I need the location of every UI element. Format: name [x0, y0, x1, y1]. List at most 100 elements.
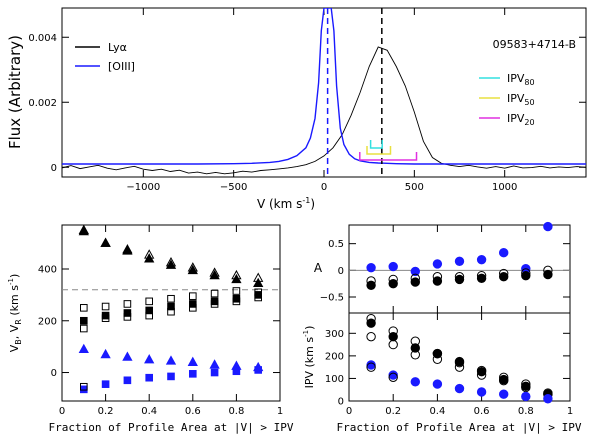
data-point-triangle	[253, 277, 264, 288]
data-point-square	[145, 306, 153, 315]
y-tick-label: 200	[325, 351, 344, 362]
x-tick-label: 0.2	[385, 406, 401, 417]
data-point-square	[189, 292, 197, 300]
data-point-circle	[410, 350, 420, 360]
y-tick-label: 0.002	[28, 98, 57, 109]
data-point-square	[123, 313, 132, 321]
data-point-circle	[432, 379, 443, 389]
ipv-legend-label: IPV50	[507, 92, 535, 107]
data-point-square	[101, 314, 110, 322]
x-tick-label: −500	[220, 182, 247, 193]
x-tick-label: 0.4	[429, 406, 445, 417]
data-point-square	[254, 291, 262, 299]
legend-label: Lyα	[108, 41, 127, 54]
y-tick-label: 300	[325, 329, 344, 340]
x-tick-label: 0.4	[141, 406, 157, 417]
data-point-triangle	[78, 343, 89, 354]
data-point-circle	[410, 266, 420, 277]
data-point-square	[254, 288, 262, 297]
ipv-ticks: 0 0.2 0.4 0.6 0.8 1 0 100 200 300	[325, 313, 573, 417]
spectrum-series-line	[62, 8, 586, 165]
data-point-circle	[388, 372, 398, 383]
data-point-square	[189, 300, 197, 308]
data-point-circle	[432, 272, 443, 282]
data-point-circle	[476, 254, 487, 265]
data-point-circle	[366, 331, 376, 342]
ipv-bracket	[369, 140, 383, 149]
data-point-circle	[499, 389, 509, 399]
data-point-triangle	[78, 225, 89, 236]
data-point-square	[189, 370, 197, 378]
ipv-bracket	[359, 152, 418, 161]
spectrum-x-axis-label: V (km s-1)	[257, 196, 315, 211]
data-point-circle	[366, 362, 376, 372]
asymmetry-panel: −0.5 0 0.5 A	[314, 221, 571, 314]
data-point-square	[80, 382, 88, 391]
data-point-circle	[543, 221, 553, 232]
data-point-triangle	[122, 244, 133, 254]
velocity-frame	[61, 224, 281, 402]
x-tick-label: 500	[405, 182, 424, 193]
data-point-circle	[454, 383, 465, 394]
data-point-circle	[476, 273, 487, 284]
data-point-triangle	[209, 267, 220, 277]
ipv-legend-label: IPV80	[507, 72, 535, 87]
data-point-square	[232, 367, 241, 376]
data-point-circle	[410, 343, 420, 353]
y-tick-label: 0	[338, 397, 344, 408]
data-point-square	[123, 300, 132, 308]
data-point-triangle	[231, 269, 242, 280]
data-point-square	[254, 366, 262, 374]
data-point-square	[167, 372, 175, 381]
y-tick-label: 400	[38, 265, 57, 276]
spectrum-panel: −1000 −500 0 500 1000 0 0.002 0.004 Flux (Arbit…	[6, 7, 587, 211]
x-tick-label: 0	[346, 406, 352, 417]
data-point-square	[145, 373, 153, 382]
x-tick-label: 1	[567, 406, 573, 417]
data-point-circle	[388, 331, 398, 342]
data-point-circle	[454, 362, 465, 372]
ipv-legend: IPV80 IPV50 IPV20	[479, 72, 535, 127]
data-point-square	[101, 302, 110, 311]
data-point-circle	[366, 262, 376, 273]
data-point-triangle	[253, 272, 264, 282]
data-point-square	[210, 368, 219, 377]
ipv-markers	[366, 313, 553, 404]
data-point-circle	[543, 394, 553, 404]
data-point-circle	[454, 256, 465, 266]
data-point-circle	[521, 268, 531, 278]
data-point-circle	[476, 387, 487, 397]
data-point-circle	[476, 370, 487, 380]
velocity-markers	[62, 224, 280, 394]
data-point-circle	[521, 391, 531, 402]
data-point-square	[80, 324, 88, 333]
data-point-square	[101, 380, 110, 388]
data-point-circle	[454, 274, 465, 285]
data-point-triangle	[165, 259, 177, 269]
x-tick-label: 0.6	[474, 406, 490, 417]
data-point-circle	[366, 360, 376, 370]
data-point-triangle	[209, 269, 220, 280]
data-point-circle	[521, 382, 531, 393]
data-point-circle	[388, 370, 398, 380]
velocity-ticks: 0 0.2 0.4 0.6 0.8 1 0 200 400	[38, 225, 283, 417]
data-point-circle	[388, 274, 398, 285]
x-tick-label: 0.2	[98, 406, 114, 417]
data-point-square	[232, 297, 241, 306]
data-point-square	[101, 311, 110, 320]
data-point-square	[123, 309, 132, 317]
data-point-square	[80, 316, 88, 325]
data-point-square	[167, 307, 175, 316]
data-point-triangle	[187, 356, 198, 366]
x-tick-label: 0.6	[185, 406, 201, 417]
data-point-circle	[410, 377, 420, 387]
data-point-square	[80, 385, 88, 394]
data-point-circle	[366, 276, 376, 286]
data-point-circle	[366, 318, 376, 328]
object-label: 09583+4714-B	[493, 38, 576, 51]
data-point-circle	[432, 259, 443, 269]
data-point-circle	[432, 354, 443, 364]
data-point-circle	[499, 248, 509, 258]
data-point-square	[232, 294, 241, 303]
legend-label: [OIII]	[108, 60, 135, 73]
